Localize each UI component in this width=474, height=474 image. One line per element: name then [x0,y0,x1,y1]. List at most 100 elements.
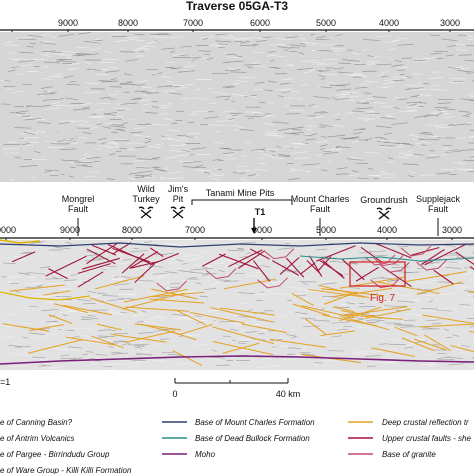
bottom-tick-label: 5000 [316,225,336,235]
deep-crustal-reflection-trace [9,284,65,292]
deep-crustal-reflection-trace [94,275,145,290]
feature-tanami: Tanami Mine Pits [191,188,293,205]
legend-item: e of Canning Basin? [0,418,73,427]
deep-crustal-reflection-trace [424,334,451,352]
legend-label: e of Pargee - Birrindudu Group [0,450,110,459]
upper-crustal-fault [77,271,104,288]
top-tick-label: 6000 [250,18,270,28]
upper-crustal-fault [316,245,356,262]
bottom-tick-label: 9000 [60,225,80,235]
upper-crustal-fault [355,266,379,282]
deep-crustal-reflection-trace [292,303,330,317]
base-of-granite-trace [257,277,288,289]
bottom-tick-label: 3000 [442,225,462,235]
top-tick-label: 9000 [58,18,78,28]
deep-crustal-reflection-trace [96,323,122,331]
upper-crustal-fault [86,248,116,265]
deep-crustal-reflection-trace [340,315,390,331]
deep-crustal-reflection-trace [179,323,213,336]
bottom-tick-label: 4000 [377,225,397,235]
deep-crustal-reflection-trace [331,287,393,298]
legend-label: e of Ware Group - Killi Killi Formation [0,466,132,474]
upper-crustal-fault [421,248,445,265]
bottom-tick-label: 0000 [0,225,16,235]
upper-crustal-fault [308,255,323,277]
feature-label: Mongrel [62,194,95,204]
deep-crustal-reflection-trace [124,330,175,344]
upper-crustal-fault [237,250,266,269]
upper-crustal-fault [11,251,36,263]
deep-crustal-reflection-trace [341,310,375,317]
deep-crustal-reflection-trace [419,323,474,328]
base-of-dead-bullock-formation [299,255,474,262]
feature-label: Wild [137,184,155,194]
upper-crustal-fault [86,242,119,264]
deep-crustal-reflection-trace [404,271,467,283]
feature-label: Groundrush [360,195,408,205]
upper-crustal-fault [201,253,226,267]
deep-crustal-reflection-trace [417,281,463,295]
upper-crustal-fault [82,257,120,270]
upper-crustal-fault [469,266,474,271]
upper-crustal-fault [319,259,344,277]
base-of-granite-trace [400,245,432,257]
deep-crustal-reflection-trace [48,314,72,324]
scale-bar-start: 0 [172,389,177,399]
upper-crustal-fault [48,268,68,280]
feature-label: Fault [428,204,449,214]
top-tick-label: 7000 [183,18,203,28]
deep-crustal-reflection-trace [401,337,435,352]
upper-crustal-fault [433,269,454,285]
uninterpreted-seismic-panel [0,32,474,182]
feature-label: Turkey [132,194,160,204]
deep-crustal-reflection-trace [375,281,440,295]
deep-crustal-reflection-trace [212,326,275,345]
upper-crustal-fault [249,248,270,260]
deep-crustal-reflection-trace [450,344,474,353]
upper-crustal-fault [77,263,111,274]
deep-crustal-reflection-trace [332,306,355,313]
legend-item: Moho [162,450,216,459]
deep-crustal-reflection-trace [394,326,418,337]
bottom-tick-label: 7000 [185,225,205,235]
base-of-mount-charles-formation [0,242,474,248]
near-surface-horizon [0,239,41,244]
upper-crustal-fault [299,262,316,275]
feature-label: Tanami Mine Pits [206,188,275,198]
legend-label: e of Canning Basin? [0,418,73,427]
deep-crustal-reflection-trace [210,307,274,323]
upper-crustal-fault [45,255,87,277]
scale-bar-end: 40 km [276,389,301,399]
legend-label: Base of Dead Bullock Formation [195,434,310,443]
deep-crustal-reflection-trace [65,336,116,346]
deep-crustal-reflection-trace [212,340,274,356]
bottom-tick-label: 6000 [252,225,272,235]
mine-pick-icon [170,206,186,219]
deep-crustal-reflection-trace [269,338,326,348]
base-of-granite-trace [205,268,237,280]
feature-t1: T1 [251,207,265,234]
feature-label: Supplejack [416,194,461,204]
deep-crustal-reflection-trace [291,293,314,306]
deep-crustal-reflection-trace [54,303,88,314]
deep-crustal-reflection-trace [43,290,71,296]
base-of-granite-trace [156,280,187,292]
deep-crustal-reflection-trace [122,292,185,310]
legend-item: Base of granite [348,450,436,459]
fig7-inset-box: Fig. 7 [349,261,406,304]
top-distance-axis: 9000 8000 7000 6000 5000 4000 3000 [0,18,474,34]
mine-pick-icon [376,207,392,220]
legend-item: Upper crustal faults - she [348,434,471,443]
upper-crustal-fault [306,260,321,274]
upper-crustal-fault [341,258,365,281]
legend-label: Upper crustal faults - she [382,434,471,443]
deep-crustal-reflection-trace [222,342,260,354]
base-of-granite-trace [416,259,447,271]
basin-horizon [0,291,91,301]
legend-item: Deep crustal reflection tr [348,418,469,427]
upper-crustal-fault [360,246,383,264]
deep-crustal-reflection-trace [320,330,355,336]
legend-item: e of Ware Group - Killi Killi Formation [0,466,132,474]
